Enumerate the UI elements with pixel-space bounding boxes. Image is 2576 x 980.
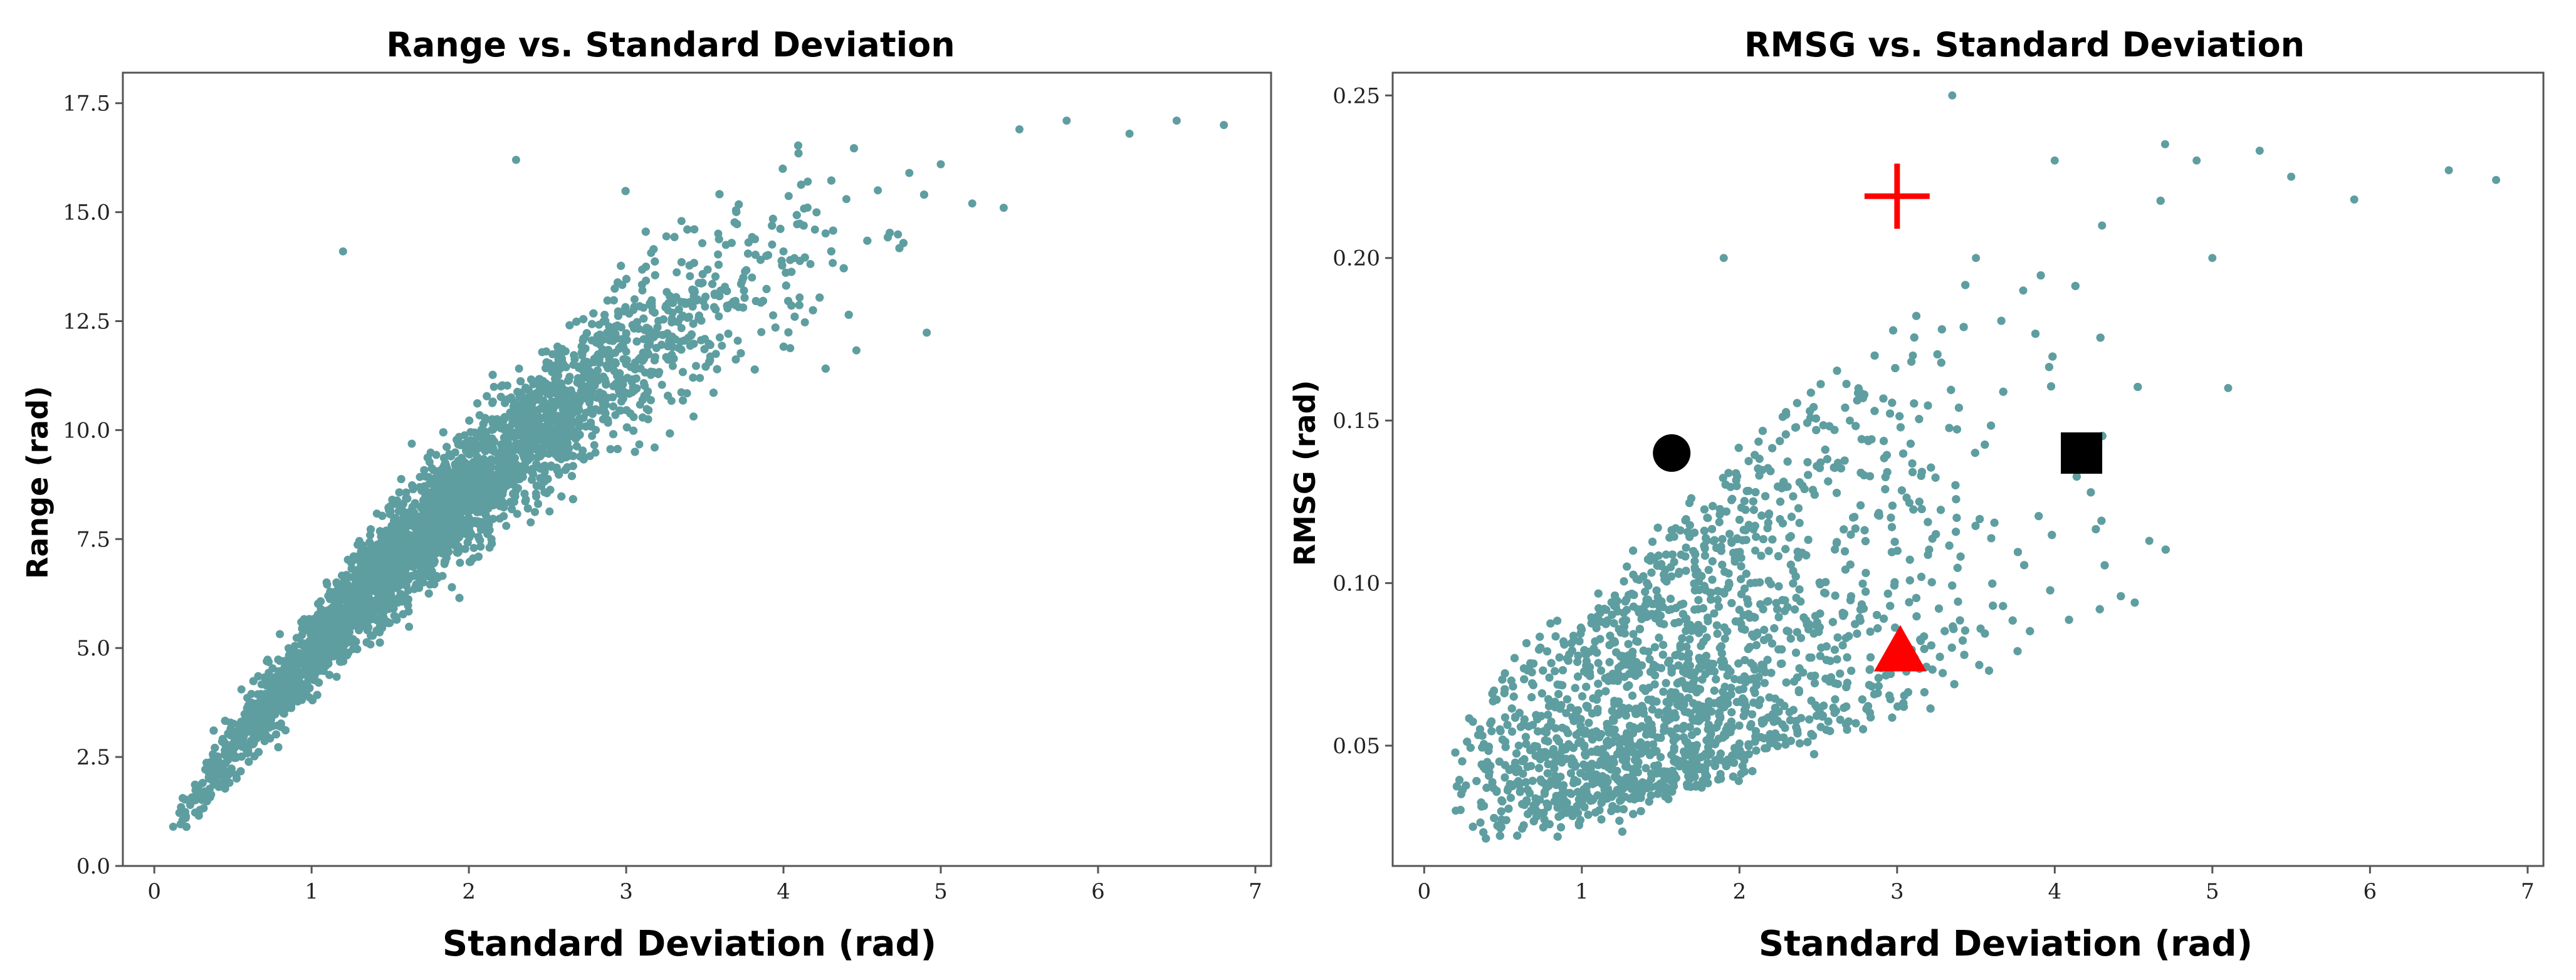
scatter-points — [169, 117, 1228, 831]
scatter-point — [800, 318, 809, 326]
scatter-point — [692, 362, 700, 370]
scatter-point — [538, 348, 547, 357]
scatter-point — [677, 388, 686, 397]
scatter-point — [733, 336, 742, 345]
scatter-point — [821, 229, 830, 237]
scatter-point — [689, 412, 698, 421]
scatter-point — [757, 328, 766, 336]
scatter-point — [592, 425, 600, 434]
scatter-point — [276, 630, 284, 639]
scatter-point — [768, 240, 777, 249]
scatter-point — [639, 335, 648, 343]
scatter-point — [588, 432, 597, 440]
scatter-point — [590, 440, 599, 449]
scatter-point — [795, 293, 804, 302]
chart-title: Range vs. Standard Deviation — [386, 25, 955, 65]
scatter-point — [677, 217, 686, 226]
scatter-point — [804, 177, 812, 186]
scatter-point — [784, 192, 793, 201]
scatter-point — [786, 344, 795, 353]
scatter-point — [638, 286, 647, 295]
scatter-point — [635, 440, 644, 449]
scatter-point — [698, 239, 706, 248]
scatter-point — [923, 328, 931, 337]
scatter-point — [686, 272, 694, 281]
scatter-point — [290, 642, 299, 650]
scatter-point — [829, 259, 837, 268]
scatter-point — [769, 311, 777, 320]
scatter-point — [715, 333, 724, 341]
scatter-point — [526, 518, 535, 527]
scatter-point — [407, 439, 416, 448]
scatter-point — [532, 492, 540, 501]
scatter-point — [591, 448, 600, 457]
scatter-point — [502, 521, 511, 530]
scatter-point — [456, 558, 464, 567]
scatter-point — [237, 685, 246, 694]
scatter-point — [298, 631, 306, 639]
scatter-point — [696, 373, 704, 382]
scatter-point — [647, 367, 656, 376]
scatter-point — [531, 508, 539, 516]
scatter-point — [651, 443, 659, 452]
scatter-point — [806, 259, 815, 268]
scatter-point — [673, 268, 681, 277]
scatter-point — [718, 341, 726, 350]
scatter-point — [651, 308, 659, 317]
scatter-point — [662, 232, 671, 241]
scatter-point — [657, 380, 666, 389]
scatter-point — [515, 364, 523, 373]
scatter-point — [803, 203, 812, 212]
scatter-point — [894, 230, 903, 239]
scatter-point — [592, 338, 600, 347]
scatter-point — [440, 560, 449, 568]
scatter-point — [812, 208, 821, 217]
scatter-point — [469, 544, 478, 552]
scatter-point — [405, 622, 414, 631]
scatter-point — [715, 312, 723, 321]
scatter-point — [677, 324, 686, 333]
scatter-point — [490, 382, 498, 391]
scatter-point — [630, 295, 639, 304]
scatter-point — [545, 507, 554, 516]
scatter-point — [460, 431, 469, 440]
scatter-point — [714, 250, 723, 259]
scatter-point — [852, 346, 861, 355]
scatter-point — [332, 672, 341, 681]
scatter-point — [711, 350, 720, 358]
scatter-point — [432, 451, 441, 459]
scatter-point — [786, 256, 795, 264]
scatter-point — [243, 694, 251, 702]
scatter-point — [668, 362, 677, 370]
